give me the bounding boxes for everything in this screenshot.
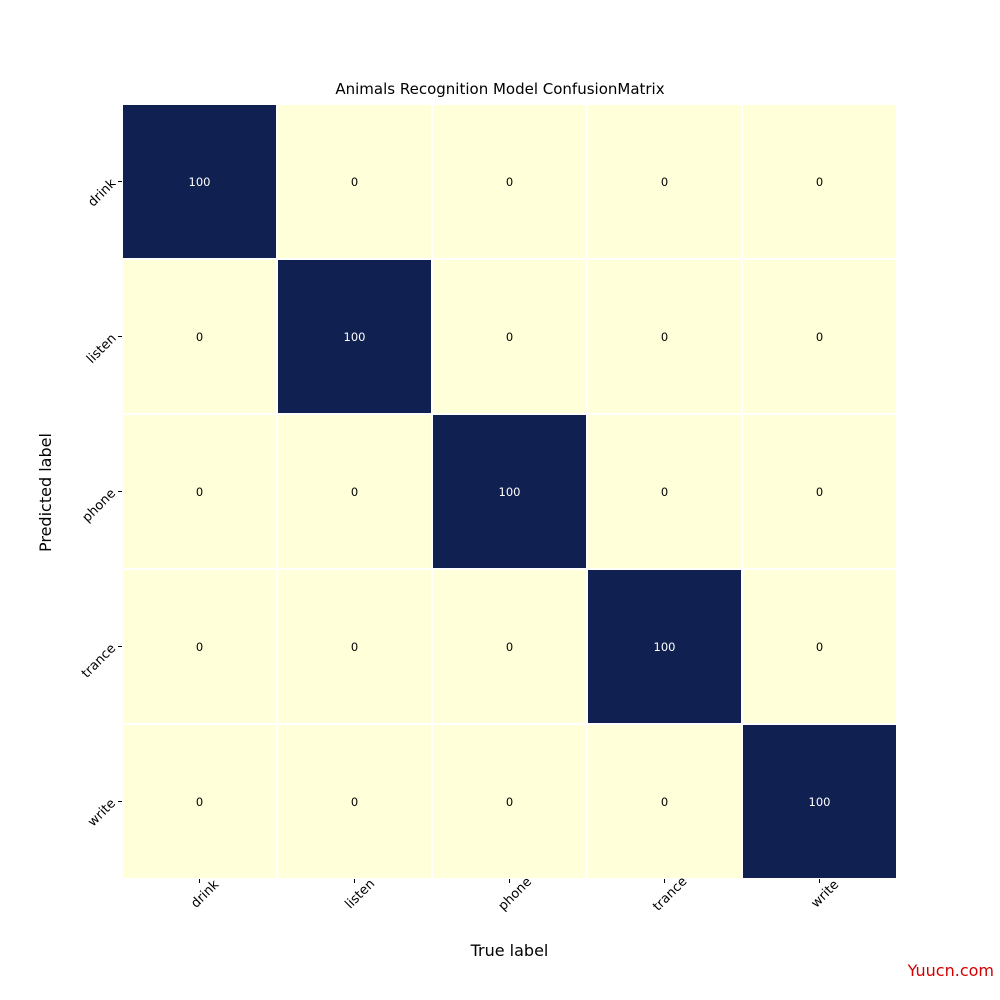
- cell-value: 0: [506, 330, 513, 344]
- heatmap-plot-area: 100 0 0 0 0 0 100 0 0 0 0 0 100 0 0 0 0 0 100 0 0 0 0 0 100: [122, 104, 897, 879]
- y-tick-label: drink: [85, 176, 119, 210]
- cell-value: 0: [506, 175, 513, 189]
- figure: Animals Recognition Model ConfusionMatri…: [0, 0, 1000, 1000]
- cell-value: 0: [506, 795, 513, 809]
- heatmap-cell: 0: [742, 104, 897, 259]
- x-tick-mark: [199, 879, 200, 883]
- cell-value: 0: [661, 330, 668, 344]
- cell-value: 0: [816, 485, 823, 499]
- heatmap-cell: 0: [122, 724, 277, 879]
- cell-value: 100: [499, 485, 521, 499]
- cell-value: 100: [344, 330, 366, 344]
- heatmap-cell: 0: [277, 724, 432, 879]
- chart-title: Animals Recognition Model ConfusionMatri…: [0, 80, 1000, 98]
- heatmap-cell: 0: [587, 414, 742, 569]
- x-axis-label: True label: [410, 941, 610, 960]
- heatmap-cell: 100: [742, 724, 897, 879]
- cell-value: 0: [661, 175, 668, 189]
- heatmap-grid: 100 0 0 0 0 0 100 0 0 0 0 0 100 0 0 0 0 0 100 0 0 0 0 0 100: [122, 104, 897, 879]
- cell-value: 0: [506, 640, 513, 654]
- heatmap-cell: 0: [587, 259, 742, 414]
- cell-value: 0: [196, 330, 203, 344]
- y-tick-mark: [118, 491, 122, 492]
- heatmap-cell: 0: [277, 104, 432, 259]
- cell-value: 0: [351, 485, 358, 499]
- cell-value: 0: [196, 795, 203, 809]
- heatmap-cell: 100: [587, 569, 742, 724]
- x-tick-mark: [354, 879, 355, 883]
- cell-value: 0: [816, 175, 823, 189]
- heatmap-cell: 0: [432, 569, 587, 724]
- heatmap-cell: 0: [742, 414, 897, 569]
- y-tick-label: phone: [80, 486, 119, 525]
- y-tick-mark: [118, 801, 122, 802]
- heatmap-cell: 0: [432, 724, 587, 879]
- heatmap-cell: 0: [587, 724, 742, 879]
- cell-value: 100: [654, 640, 676, 654]
- y-tick-mark: [118, 181, 122, 182]
- cell-value: 0: [351, 795, 358, 809]
- heatmap-cell: 0: [432, 259, 587, 414]
- y-axis-label: Predicted label: [36, 433, 55, 552]
- cell-value: 0: [661, 485, 668, 499]
- x-tick-mark: [819, 879, 820, 883]
- heatmap-cell: 0: [432, 104, 587, 259]
- cell-value: 0: [351, 175, 358, 189]
- y-tick-mark: [118, 336, 122, 337]
- cell-value: 0: [351, 640, 358, 654]
- heatmap-cell: 0: [122, 259, 277, 414]
- heatmap-cell: 100: [432, 414, 587, 569]
- cell-value: 100: [809, 795, 831, 809]
- cell-value: 100: [189, 175, 211, 189]
- heatmap-cell: 0: [122, 414, 277, 569]
- y-tick-mark: [118, 646, 122, 647]
- y-tick-label: write: [86, 796, 120, 830]
- heatmap-cell: 0: [742, 569, 897, 724]
- heatmap-cell: 100: [122, 104, 277, 259]
- heatmap-cell: 0: [277, 569, 432, 724]
- x-tick-mark: [664, 879, 665, 883]
- cell-value: 0: [196, 640, 203, 654]
- heatmap-cell: 0: [122, 569, 277, 724]
- cell-value: 0: [816, 330, 823, 344]
- heatmap-cell: 100: [277, 259, 432, 414]
- watermark-text: Yuucn.com: [908, 961, 994, 980]
- cell-value: 0: [661, 795, 668, 809]
- y-tick-label: listen: [84, 331, 120, 367]
- heatmap-cell: 0: [742, 259, 897, 414]
- y-tick-label: trance: [79, 641, 119, 681]
- heatmap-cell: 0: [587, 104, 742, 259]
- cell-value: 0: [196, 485, 203, 499]
- heatmap-cell: 0: [277, 414, 432, 569]
- x-tick-mark: [509, 879, 510, 883]
- cell-value: 0: [816, 640, 823, 654]
